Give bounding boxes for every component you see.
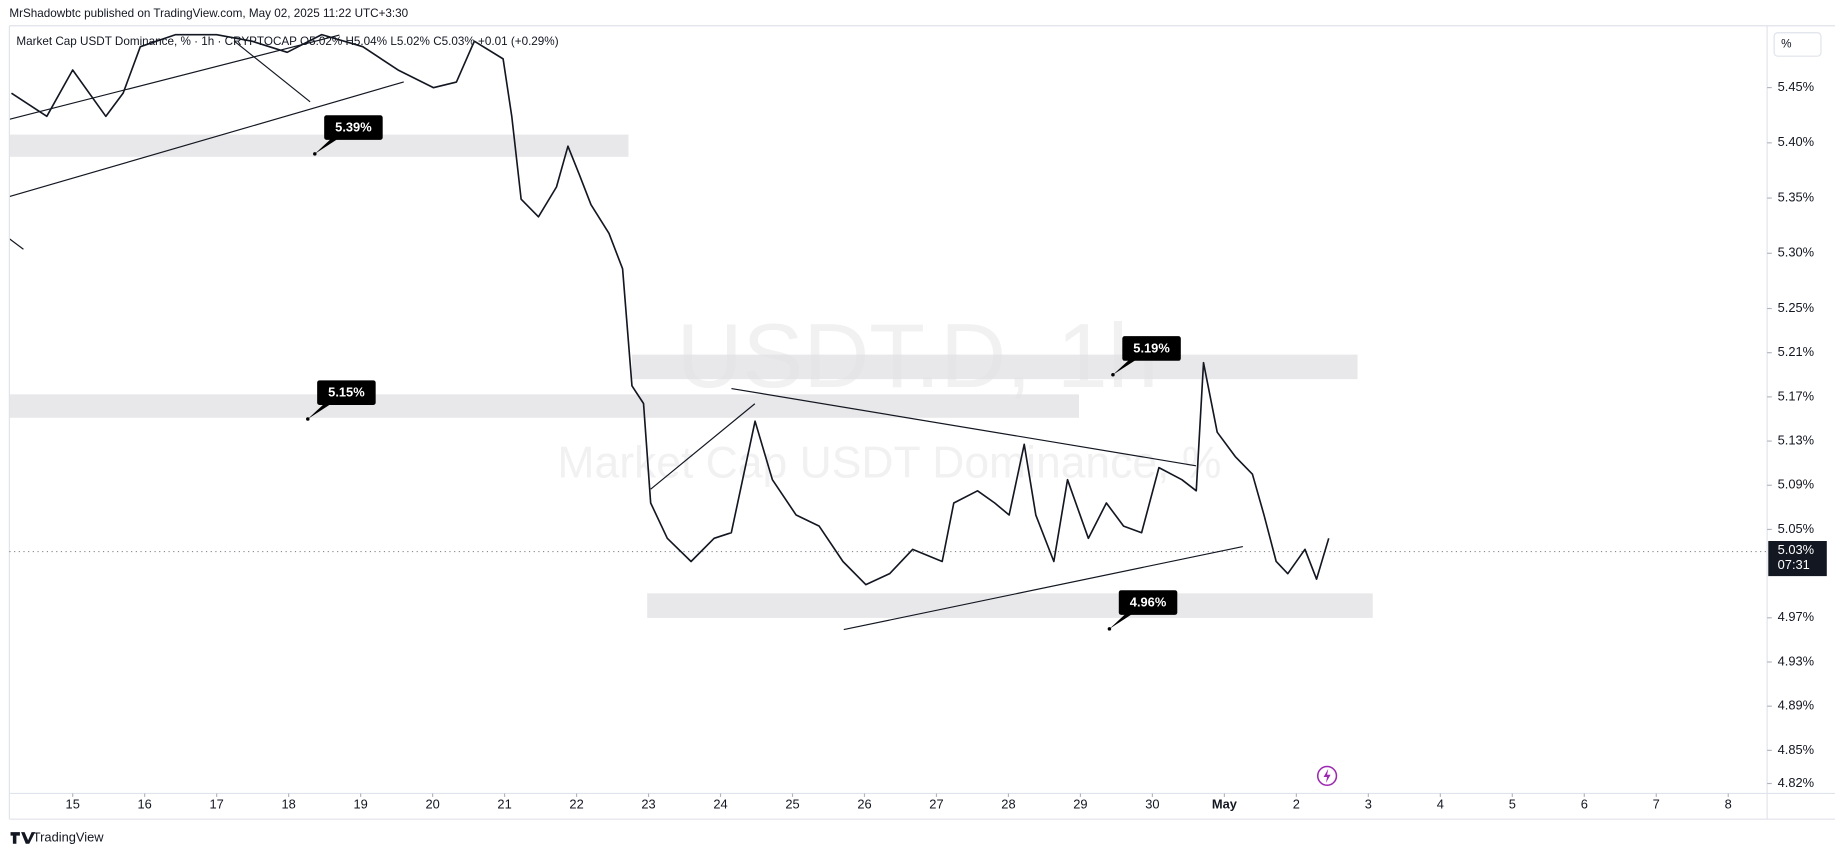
x-tick-label: 27 <box>929 797 943 812</box>
x-tick-label: 25 <box>785 797 799 812</box>
scale-unit[interactable]: % <box>1781 38 1791 51</box>
y-tick-label: 4.82% <box>1778 775 1814 790</box>
watermark-description: Market Cap USDT Dominance, % <box>557 439 1221 488</box>
y-tick-label: 5.35% <box>1778 189 1814 204</box>
x-tick-label: 16 <box>138 797 152 812</box>
x-tick-label: 23 <box>641 797 655 812</box>
zone <box>9 134 629 157</box>
x-tick-label: 18 <box>281 797 295 812</box>
y-tick-label: 5.13% <box>1778 432 1814 447</box>
price-note-anchor <box>1111 373 1115 377</box>
price-line <box>11 33 1330 586</box>
trend-line <box>9 81 404 198</box>
price-note-label: 4.96% <box>1130 595 1167 610</box>
events-icon-bolt <box>1323 768 1331 783</box>
x-tick-label: May <box>1212 797 1238 812</box>
price-note: 4.96% <box>1107 590 1178 631</box>
price-note-box <box>1118 590 1178 615</box>
footer-text: TradingView <box>33 829 104 844</box>
price-note-box <box>317 380 376 405</box>
x-tick-label: 3 <box>1365 797 1372 812</box>
price-note: 5.39% <box>313 115 383 156</box>
zone <box>647 593 1373 618</box>
x-tick-label: 7 <box>1653 797 1660 812</box>
x-tick-label: 20 <box>425 797 439 812</box>
trend-line <box>233 40 311 103</box>
trend-line <box>9 34 340 120</box>
price-note-pointer <box>314 138 339 154</box>
x-tick-label: 26 <box>857 797 871 812</box>
y-tick-label: 4.89% <box>1778 698 1814 713</box>
price-note-label: 5.15% <box>328 385 365 400</box>
scale-button[interactable] <box>1773 32 1822 57</box>
y-tick-label: 4.93% <box>1778 653 1814 668</box>
trend-line <box>843 545 1243 631</box>
x-tick-label: 8 <box>1725 797 1732 812</box>
publisher-text: MrShadowbtc published on TradingView.com… <box>9 7 408 20</box>
last-price-label: 5.03% <box>1778 542 1814 557</box>
x-tick-label: 2 <box>1293 797 1300 812</box>
y-tick-label: 5.25% <box>1778 300 1814 315</box>
events-icon[interactable] <box>1316 765 1338 787</box>
y-tick-label: 5.09% <box>1778 477 1814 492</box>
price-note-anchor <box>1107 627 1112 631</box>
countdown-label: 07:31 <box>1778 557 1810 572</box>
x-tick-label: 5 <box>1509 797 1516 812</box>
x-tick-label: 17 <box>210 797 224 812</box>
last-price-box <box>1768 541 1827 577</box>
x-tick-label: 30 <box>1145 797 1159 812</box>
x-tick-label: 29 <box>1073 797 1087 812</box>
zone <box>631 354 1358 380</box>
x-tick-label: 21 <box>497 797 511 812</box>
x-tick-label: 4 <box>1437 797 1444 812</box>
zones <box>9 134 1373 618</box>
zone <box>9 394 1079 418</box>
y-tick-label: 5.40% <box>1778 134 1814 149</box>
trend-line <box>731 387 1197 467</box>
y-tick-label: 5.05% <box>1778 521 1814 536</box>
price-note-label: 5.19% <box>1133 340 1170 355</box>
y-tick-label: 4.85% <box>1778 742 1814 757</box>
legend-text: Market Cap USDT Dominance, % · 1h · CRYP… <box>16 35 558 48</box>
x-tick-label: 19 <box>353 797 367 812</box>
y-tick-label: 5.17% <box>1778 388 1814 403</box>
price-note-label: 5.39% <box>335 120 372 135</box>
x-tick-label: 15 <box>66 797 80 812</box>
trend-lines <box>9 34 1243 631</box>
price-note-pointer <box>1109 613 1133 629</box>
x-tick-label: 6 <box>1581 797 1588 812</box>
footer-logo <box>10 832 36 844</box>
trend-line <box>650 403 756 490</box>
y-tick-label: 5.30% <box>1778 245 1814 260</box>
y-tick-label: 4.97% <box>1778 609 1814 624</box>
x-tick-label: 22 <box>569 797 583 812</box>
price-note-box <box>324 115 383 140</box>
x-tick-label: 24 <box>713 797 727 812</box>
x-tick-label: 28 <box>1001 797 1015 812</box>
y-tick-label: 5.45% <box>1778 79 1814 94</box>
price-note-box <box>1122 336 1181 361</box>
trend-line <box>9 238 24 250</box>
y-tick-label: 5.21% <box>1778 344 1814 359</box>
